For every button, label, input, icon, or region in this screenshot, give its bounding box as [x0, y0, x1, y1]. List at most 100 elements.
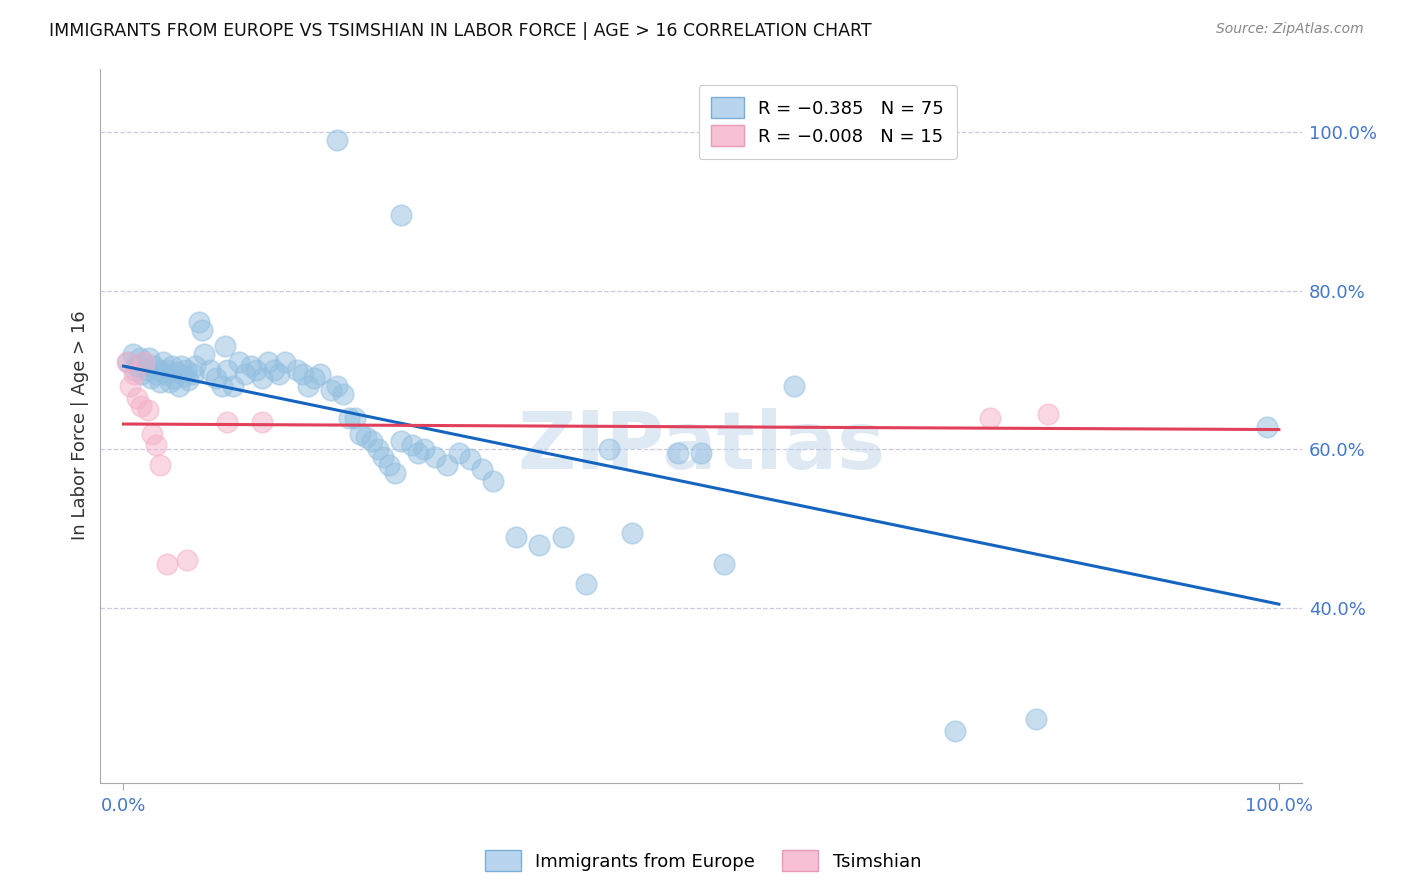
Point	[135, 363, 157, 377]
Point	[389, 434, 412, 449]
Point	[349, 426, 371, 441]
Point	[551, 530, 574, 544]
Point	[326, 379, 349, 393]
Point	[326, 133, 349, 147]
Point	[447, 446, 470, 460]
Point	[138, 351, 160, 366]
Point	[191, 323, 214, 337]
Legend: R = −0.385   N = 75, R = −0.008   N = 15: R = −0.385 N = 75, R = −0.008 N = 15	[699, 85, 956, 159]
Point	[127, 391, 149, 405]
Point	[174, 363, 197, 377]
Point	[389, 208, 412, 222]
Point	[128, 351, 150, 366]
Point	[146, 363, 169, 377]
Point	[145, 438, 167, 452]
Point	[332, 387, 354, 401]
Point	[159, 375, 181, 389]
Point	[269, 367, 291, 381]
Text: Source: ZipAtlas.com: Source: ZipAtlas.com	[1216, 22, 1364, 37]
Point	[285, 363, 308, 377]
Point	[181, 367, 204, 381]
Point	[187, 315, 209, 329]
Point	[145, 367, 167, 381]
Point	[127, 359, 149, 373]
Point	[505, 530, 527, 544]
Point	[131, 367, 153, 381]
Point	[134, 355, 156, 369]
Point	[406, 446, 429, 460]
Point	[177, 373, 200, 387]
Point	[115, 355, 138, 369]
Point	[343, 410, 366, 425]
Point	[458, 451, 481, 466]
Point	[228, 355, 250, 369]
Point	[117, 355, 139, 369]
Point	[302, 371, 325, 385]
Point	[152, 355, 174, 369]
Point	[214, 339, 236, 353]
Text: ZIPatlas: ZIPatlas	[517, 408, 886, 486]
Point	[153, 367, 176, 381]
Point	[378, 458, 401, 473]
Point	[129, 399, 152, 413]
Point	[666, 446, 689, 460]
Y-axis label: In Labor Force | Age > 16: In Labor Force | Age > 16	[72, 310, 89, 541]
Point	[373, 450, 395, 465]
Point	[620, 525, 643, 540]
Point	[176, 553, 198, 567]
Point	[160, 359, 183, 373]
Point	[713, 558, 735, 572]
Point	[943, 724, 966, 739]
Point	[291, 367, 314, 381]
Point	[184, 359, 207, 373]
Point	[274, 355, 297, 369]
Point	[309, 367, 332, 381]
Point	[250, 415, 273, 429]
Point	[136, 402, 159, 417]
Point	[239, 359, 262, 373]
Point	[124, 363, 146, 377]
Point	[575, 577, 598, 591]
Point	[471, 462, 494, 476]
Point	[245, 363, 267, 377]
Point	[401, 438, 423, 452]
Point	[250, 371, 273, 385]
Point	[436, 458, 458, 473]
Point	[354, 430, 377, 444]
Point	[156, 363, 179, 377]
Point	[263, 363, 285, 377]
Point	[198, 363, 221, 377]
Point	[257, 355, 280, 369]
Text: IMMIGRANTS FROM EUROPE VS TSIMSHIAN IN LABOR FORCE | AGE > 16 CORRELATION CHART: IMMIGRANTS FROM EUROPE VS TSIMSHIAN IN L…	[49, 22, 872, 40]
Point	[217, 363, 239, 377]
Point	[141, 371, 163, 385]
Point	[142, 359, 165, 373]
Point	[217, 415, 239, 429]
Point	[170, 359, 193, 373]
Point	[384, 466, 406, 480]
Point	[141, 426, 163, 441]
Point	[121, 347, 143, 361]
Point	[367, 442, 389, 457]
Point	[167, 379, 190, 393]
Point	[120, 379, 142, 393]
Point	[425, 450, 447, 465]
Point	[529, 538, 551, 552]
Point	[211, 379, 233, 393]
Point	[134, 355, 156, 369]
Point	[690, 446, 713, 460]
Point	[598, 442, 620, 457]
Point	[163, 371, 186, 385]
Point	[482, 474, 505, 488]
Point	[1256, 420, 1278, 434]
Point	[233, 367, 256, 381]
Point	[782, 379, 804, 393]
Point	[321, 383, 343, 397]
Legend: Immigrants from Europe, Tsimshian: Immigrants from Europe, Tsimshian	[478, 843, 928, 879]
Point	[149, 375, 172, 389]
Point	[205, 371, 228, 385]
Point	[337, 410, 360, 425]
Point	[297, 379, 319, 393]
Point	[122, 367, 145, 381]
Point	[173, 369, 195, 384]
